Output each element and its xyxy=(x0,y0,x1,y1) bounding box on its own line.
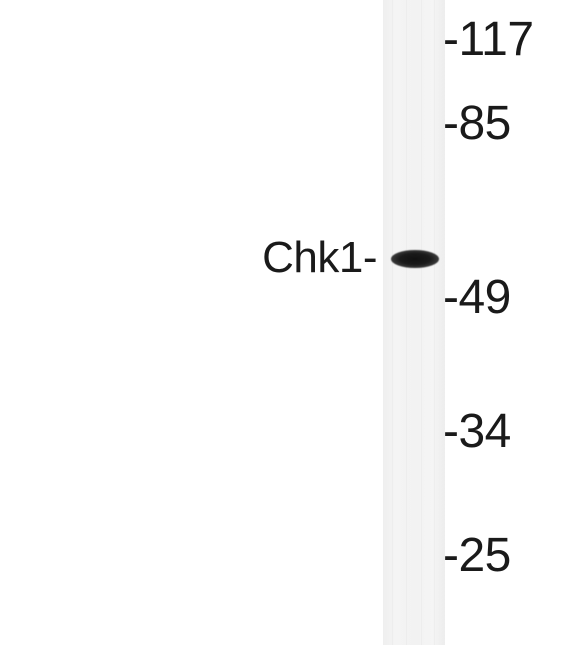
marker-label: -25 xyxy=(443,529,511,582)
blot-lane xyxy=(383,0,445,645)
marker-label: -85 xyxy=(443,97,511,150)
band-label: Chk1- xyxy=(262,233,377,282)
marker-label: -117 xyxy=(443,13,534,66)
lane-streak xyxy=(421,0,422,645)
lane-streak xyxy=(434,0,435,645)
protein-band xyxy=(391,250,439,268)
marker-label: -49 xyxy=(443,271,511,324)
marker-label: -34 xyxy=(443,405,511,458)
lane-streak xyxy=(392,0,393,645)
lane-streak xyxy=(406,0,407,645)
